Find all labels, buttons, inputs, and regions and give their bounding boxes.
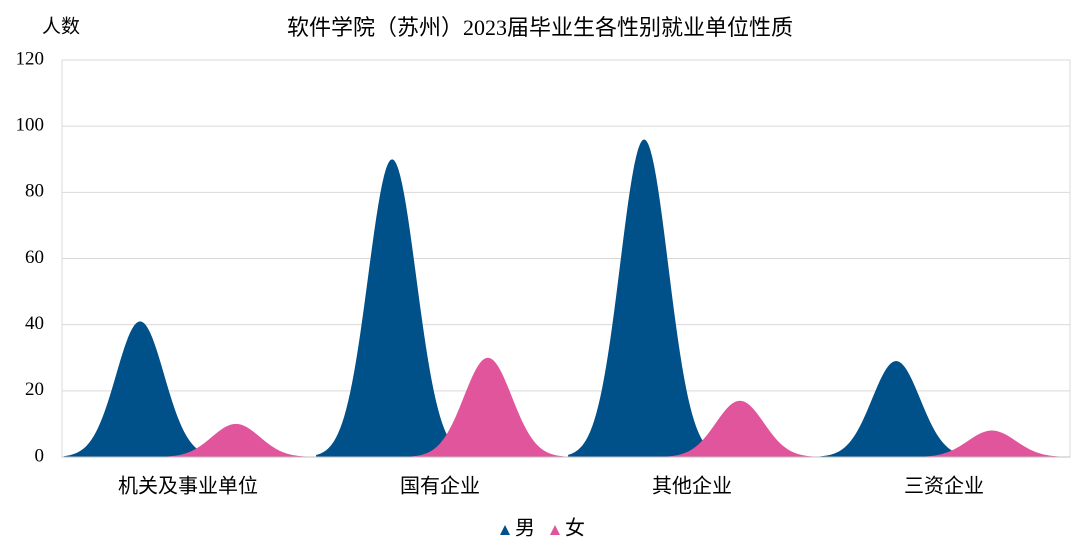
x-tick-label: 机关及事业单位 (118, 475, 258, 498)
y-axis-label: 人数 (42, 15, 80, 37)
y-tick-label: 100 (16, 115, 45, 136)
legend-marker (550, 525, 560, 535)
y-tick-label: 120 (16, 48, 45, 69)
mountain (568, 139, 721, 457)
y-tick-label: 20 (25, 379, 44, 400)
chart-title: 软件学院（苏州）2023届毕业生各性别就业单位性质 (287, 15, 793, 40)
x-tick-label: 其他企业 (652, 475, 732, 498)
mountain (915, 430, 1068, 457)
legend-label: 女 (565, 517, 585, 540)
y-tick-label: 80 (25, 181, 44, 202)
x-tick-label: 国有企业 (400, 475, 480, 498)
legend-label: 男 (515, 518, 535, 540)
y-tick-label: 60 (25, 247, 44, 268)
mountain (820, 361, 973, 457)
mountain (663, 400, 816, 457)
mountain (411, 357, 564, 457)
mountain (159, 423, 312, 457)
mountain (316, 159, 469, 457)
x-tick-label: 三资企业 (904, 475, 984, 498)
y-tick-label: 40 (25, 313, 44, 334)
mountain (64, 321, 217, 457)
y-tick-label: 0 (35, 445, 45, 466)
legend-marker (500, 525, 510, 535)
